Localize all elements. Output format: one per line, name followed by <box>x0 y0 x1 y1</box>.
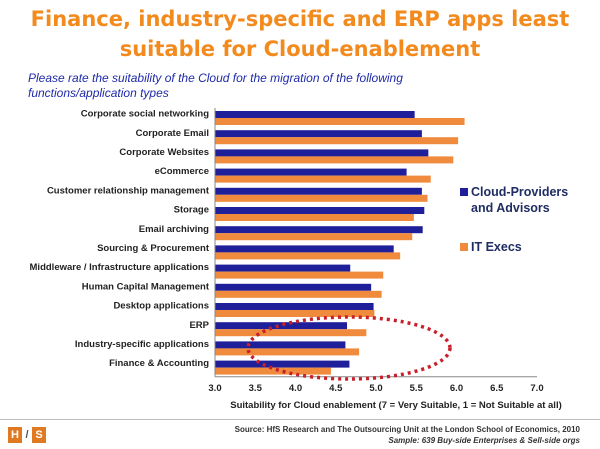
bar-cloud-7 <box>215 245 394 253</box>
bar-cloud-12 <box>215 341 346 349</box>
category-label: Desktop applications <box>113 301 209 312</box>
bar-it-12 <box>215 348 360 356</box>
source-text: Source: HfS Research and The Outsourcing… <box>234 425 580 434</box>
highlight-ellipse <box>246 315 452 381</box>
category-label: Finance & Accounting <box>109 358 209 369</box>
category-label: eCommerce <box>155 166 209 177</box>
bar-cloud-3 <box>215 168 407 176</box>
bar-cloud-10 <box>215 303 374 310</box>
bar-it-7 <box>215 252 401 260</box>
category-label: Sourcing & Procurement <box>97 243 210 254</box>
category-label: Corporate Websites <box>119 147 209 158</box>
bar-cloud-5 <box>215 207 425 214</box>
x-tick-label: 3.5 <box>249 383 263 394</box>
bar-cloud-6 <box>215 226 423 234</box>
bar-it-5 <box>215 214 414 221</box>
bar-chart: Corporate social networking Corporate Ema… <box>30 108 568 411</box>
x-tick-label: 5.5 <box>410 383 424 394</box>
category-label: Corporate Email <box>136 128 209 139</box>
chart-subtitle: Please rate the suitability of the Cloud… <box>28 71 403 100</box>
x-tick-label: 6.5 <box>490 383 504 394</box>
category-label: Corporate social networking <box>81 109 209 120</box>
bar-it-3 <box>215 175 431 183</box>
bar-cloud-1 <box>215 130 422 138</box>
bar-it-4 <box>215 194 428 202</box>
x-axis-title: Suitability for Cloud enablement (7 = Ve… <box>230 400 562 411</box>
bar-cloud-9 <box>215 283 372 291</box>
logo-slash: / <box>22 427 32 443</box>
category-label: Middleware / Infrastructure applications <box>30 262 209 273</box>
hfs-logo: H / S <box>8 427 46 443</box>
category-labels: Corporate social networking Corporate Ema… <box>30 109 210 370</box>
bar-it-9 <box>215 290 382 298</box>
bar-it-6 <box>215 233 413 241</box>
x-tick-label: 6.0 <box>450 383 463 394</box>
page-title: Finance, industry-specific and ERP apps … <box>30 7 570 61</box>
bar-it-2 <box>215 156 454 164</box>
x-tick-label: 4.5 <box>329 383 343 394</box>
bar-it-1 <box>215 137 459 145</box>
legend-label-cloud-1: Cloud-Providers <box>471 185 568 199</box>
source-note: Source: HfS Research and The Outsourcing… <box>235 424 580 446</box>
x-tick-label: 3.0 <box>208 383 221 394</box>
bar-cloud-0 <box>215 111 415 118</box>
category-label: Human Capital Management <box>82 281 210 292</box>
bar-cloud-11 <box>215 322 348 330</box>
category-label: Storage <box>174 205 209 216</box>
footer-divider <box>0 419 600 420</box>
bar-it-13 <box>215 367 331 375</box>
category-label: Customer relationship management <box>47 185 210 196</box>
legend-label-cloud-2: and Advisors <box>471 201 550 215</box>
x-axis-ticks: 3.0 3.5 4.0 4.5 5.0 5.5 6.0 6.5 7.0 <box>208 383 543 394</box>
bar-cloud-4 <box>215 187 422 195</box>
legend: Cloud-Providers and Advisors IT Execs <box>460 185 568 254</box>
sample-text: Sample: 639 Buy-side Enterprises & Sell-… <box>388 436 580 445</box>
logo-letter-h: H <box>8 427 22 443</box>
x-tick-label: 7.0 <box>530 383 543 394</box>
x-tick-label: 4.0 <box>289 383 302 394</box>
logo-letter-s: S <box>32 427 46 443</box>
bar-it-10 <box>215 310 375 317</box>
x-tick-label: 5.0 <box>369 383 382 394</box>
legend-swatch-it <box>460 243 468 251</box>
bar-cloud-13 <box>215 360 350 368</box>
category-label: Email archiving <box>139 224 209 235</box>
bar-it-11 <box>215 329 367 337</box>
category-label: ERP <box>189 320 209 331</box>
legend-label-it: IT Execs <box>471 240 522 254</box>
bar-cloud-8 <box>215 264 351 272</box>
bar-it-0 <box>215 118 465 125</box>
category-label: Industry-specific applications <box>75 339 209 350</box>
legend-swatch-cloud <box>460 188 468 196</box>
bar-it-8 <box>215 271 384 279</box>
bars-layer <box>215 111 465 375</box>
bar-cloud-2 <box>215 149 429 157</box>
